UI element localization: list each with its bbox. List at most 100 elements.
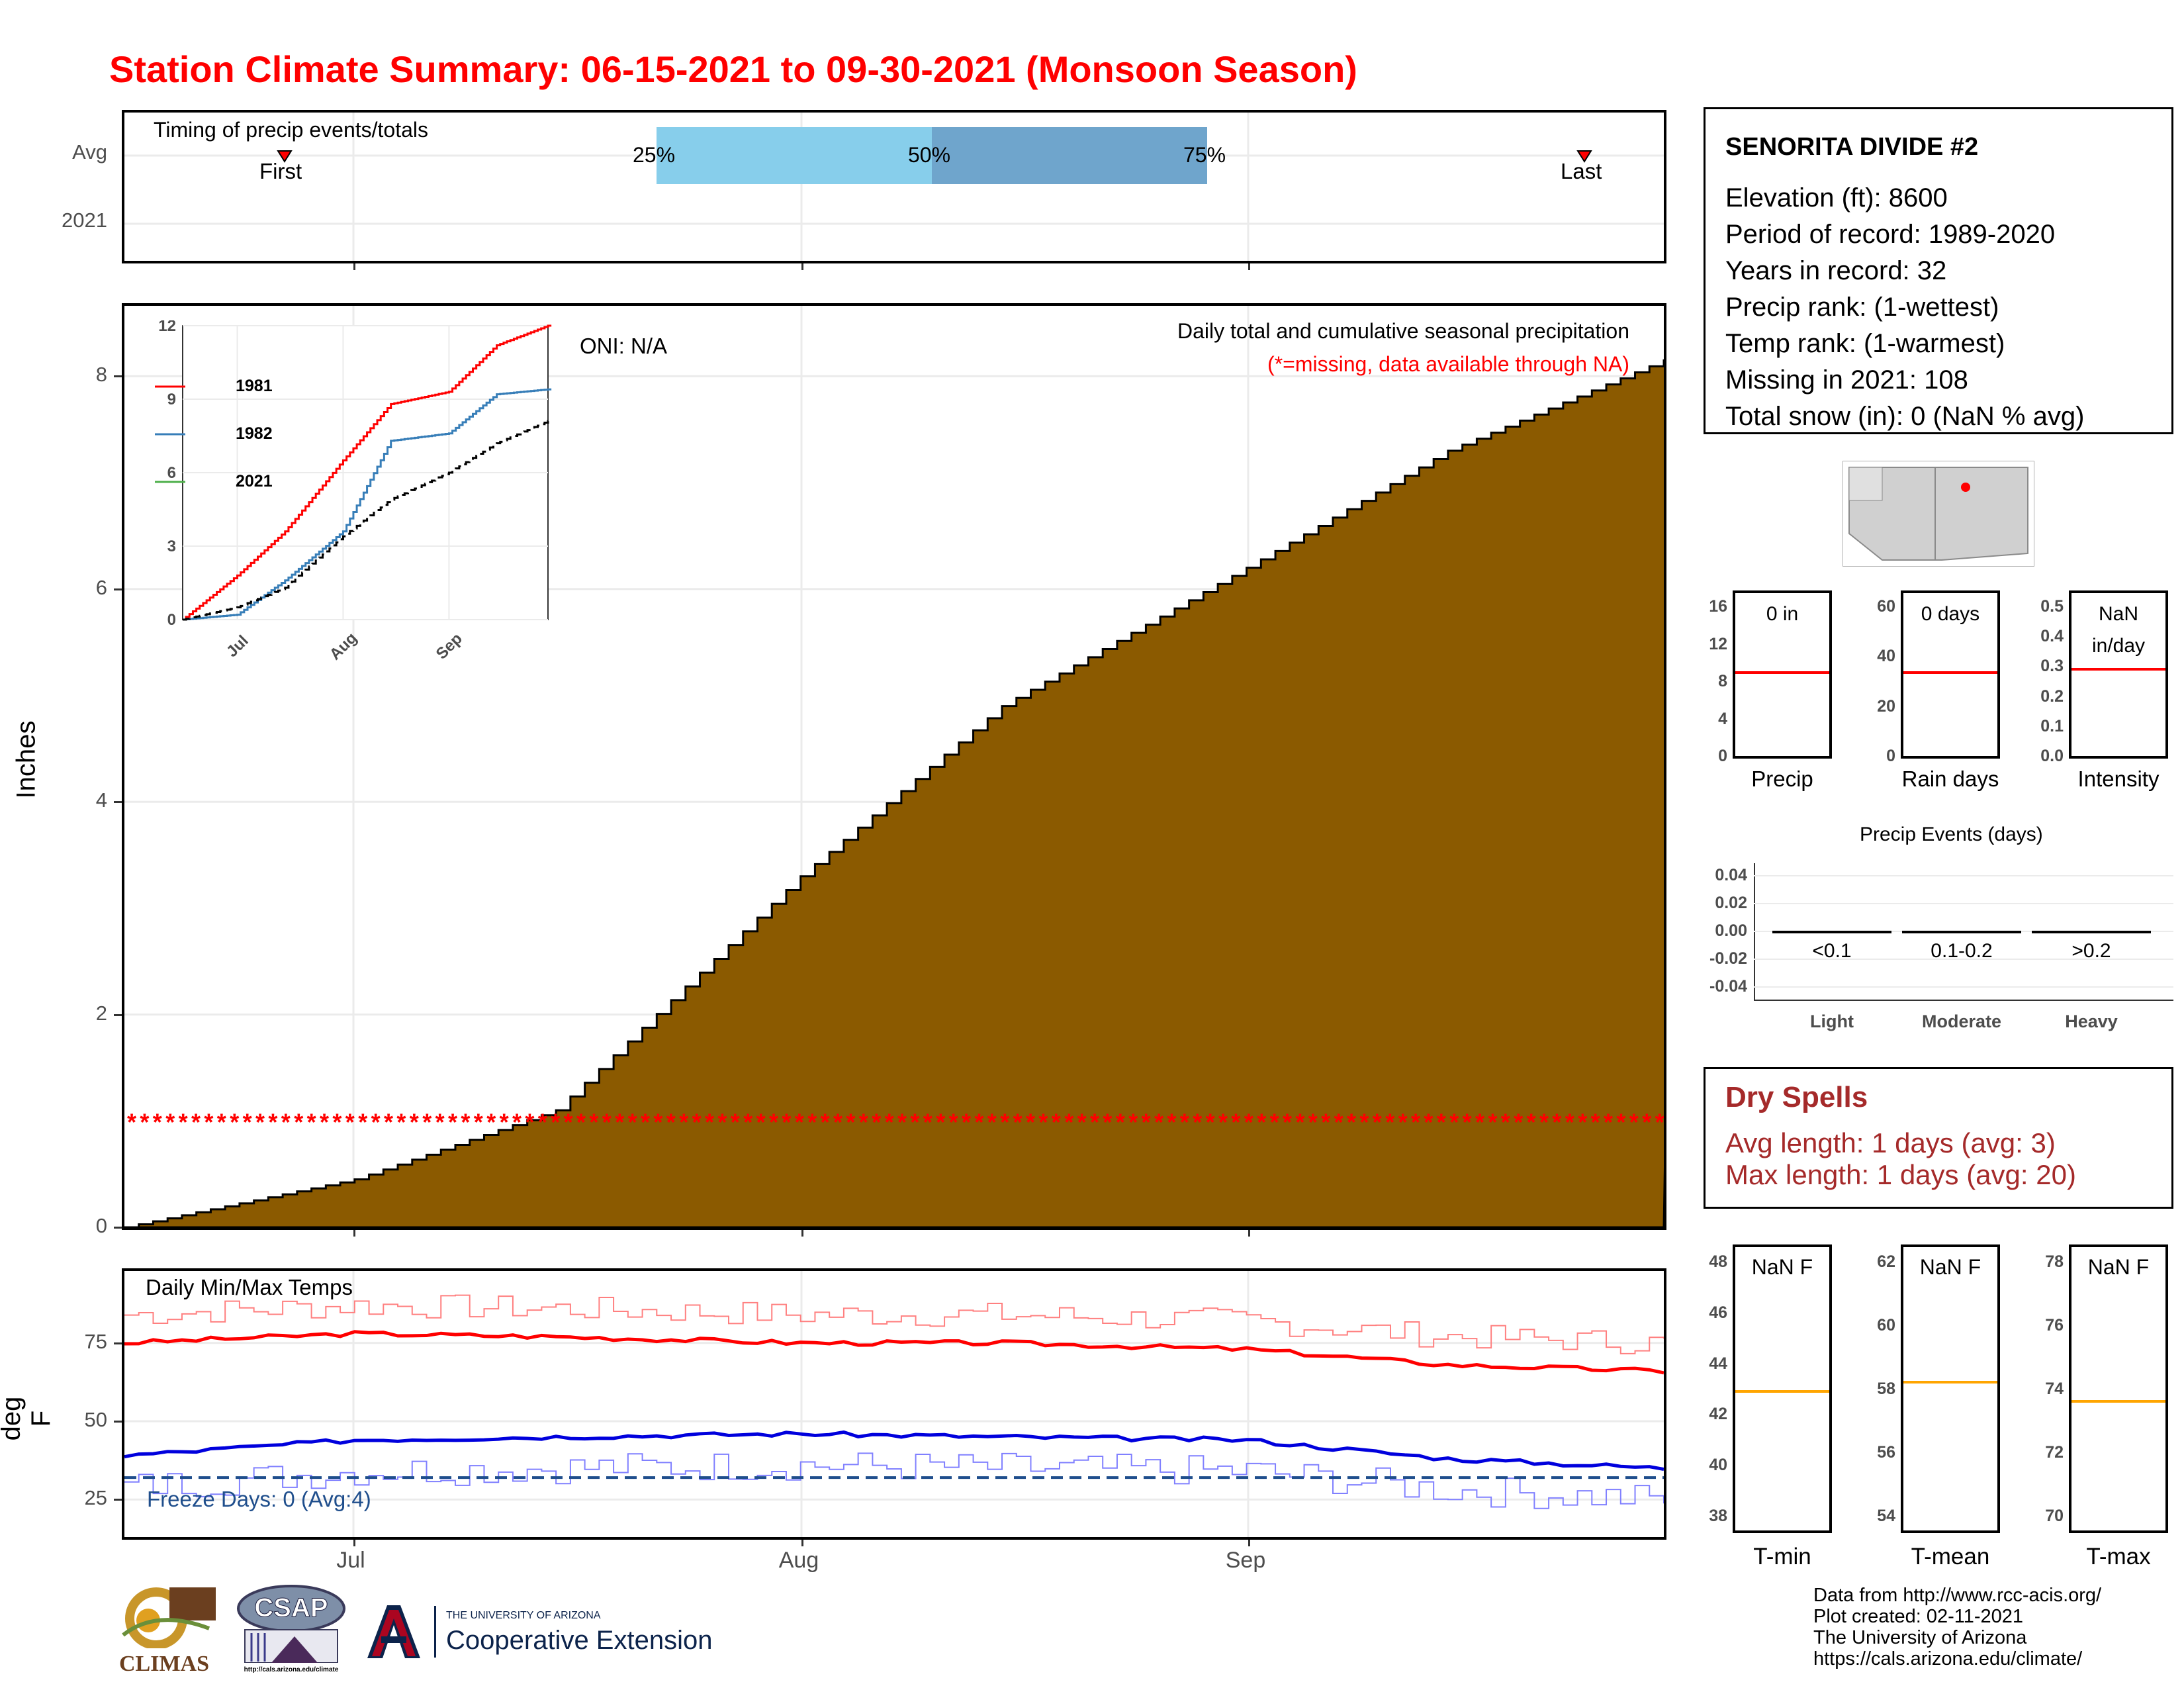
missing-marker: * [1514, 1108, 1523, 1135]
station-temp-rank: Temp rank: (1-warmest) [1725, 329, 2005, 358]
q50-label: 50% [908, 143, 951, 167]
precip-stat-tick-label: 20 [1877, 696, 1895, 716]
missing-marker: * [1167, 1108, 1176, 1135]
temp-stat-avg-line [1735, 1389, 1829, 1393]
missing-marker: * [1411, 1108, 1420, 1135]
events-category-label: Light [1810, 1011, 1854, 1031]
missing-marker: * [396, 1108, 406, 1135]
missing-marker: * [846, 1108, 855, 1135]
missing-marker: * [358, 1108, 367, 1135]
temp-stat-tick-label: 70 [2045, 1507, 2064, 1525]
temp-stat-tick-label: 46 [1709, 1303, 1727, 1322]
ua-ext-text: Cooperative Extension [446, 1626, 713, 1655]
missing-marker: * [1449, 1108, 1459, 1135]
station-location-dot [1961, 483, 1970, 492]
avg-max-temp-line [124, 1330, 1664, 1375]
events-hgrid [1754, 959, 2173, 960]
temp-stat-tick-label: 44 [1709, 1354, 1727, 1373]
events-title: Precip Events (days) [1860, 823, 2043, 845]
station-precip-rank: Precip rank: (1-wettest) [1725, 293, 1999, 322]
precip-stat-avg-line [1903, 671, 1997, 674]
events-hgrid [1754, 986, 2173, 988]
missing-marker: * [1038, 1108, 1048, 1135]
timing-ylabel-2021: 2021 [62, 209, 107, 232]
precip-stat-value: 0 in [1766, 603, 1799, 625]
missing-marker: * [1501, 1108, 1510, 1135]
missing-marker: * [1128, 1108, 1138, 1135]
precip-stat-avg-line [1735, 671, 1829, 674]
temp-stat-label: T-min [1753, 1544, 1811, 1570]
missing-marker: * [384, 1108, 393, 1135]
station-info-box: SENORITA DIVIDE #2 Elevation (ft): 8600 … [1704, 107, 2173, 434]
missing-marker: * [422, 1108, 432, 1135]
missing-marker: * [474, 1108, 483, 1135]
temp-stat-tick-label: 58 [1877, 1380, 1895, 1398]
missing-marker: * [1116, 1108, 1125, 1135]
missing-marker: * [936, 1108, 945, 1135]
timing-plot [124, 113, 1664, 261]
credit-plot-created: Plot created: 02-11-2021 [1813, 1606, 2024, 1627]
inset-line-1982 [183, 388, 552, 621]
temp-stat-tick-label: 54 [1877, 1507, 1895, 1525]
missing-marker: * [1385, 1108, 1394, 1135]
missing-marker: * [743, 1108, 752, 1135]
missing-marker: * [1463, 1108, 1472, 1135]
missing-marker: * [897, 1108, 907, 1135]
events-category-label: Heavy [2065, 1011, 2118, 1031]
precip-ylabel: Inches [11, 720, 41, 799]
temp-y-tick [114, 1342, 122, 1344]
missing-marker: * [1257, 1108, 1266, 1135]
events-zero-bar-heavy [2032, 931, 2151, 933]
missing-marker: * [1629, 1108, 1639, 1135]
missing-marker: * [628, 1108, 637, 1135]
missing-marker: * [512, 1108, 522, 1135]
missing-marker: * [281, 1108, 291, 1135]
temp-stat-value: NaN F [1919, 1255, 1981, 1279]
missing-marker: * [307, 1108, 316, 1135]
temp-stat-label: T-mean [1911, 1544, 1990, 1570]
record-min-temp-line [124, 1452, 1664, 1509]
ua-small-text: THE UNIVERSITY OF ARIZONA [446, 1610, 601, 1621]
missing-marker: * [486, 1108, 496, 1135]
station-period: Period of record: 1989-2020 [1725, 220, 2056, 249]
missing-marker: * [1565, 1108, 1574, 1135]
events-hgrid [1754, 903, 2173, 904]
missing-marker: * [782, 1108, 791, 1135]
avg-min-temp-line [124, 1430, 1664, 1471]
missing-marker: * [1539, 1108, 1549, 1135]
missing-marker: * [1103, 1108, 1112, 1135]
missing-marker: * [217, 1108, 226, 1135]
missing-marker: * [1013, 1108, 1023, 1135]
missing-marker: * [165, 1108, 175, 1135]
precip-stat-tick-label: 0.2 [2040, 686, 2064, 706]
missing-marker: * [1347, 1108, 1356, 1135]
ua-divider [434, 1606, 436, 1658]
temp-stat-value: NaN F [2087, 1255, 2150, 1279]
x-tick-sep: Sep [1225, 1548, 1266, 1573]
missing-marker: * [525, 1108, 534, 1135]
precip-y-tick-label: 6 [95, 575, 107, 599]
precip-stat-precip: 0 in [1733, 590, 1832, 759]
missing-marker: * [731, 1108, 740, 1135]
precip-stat-tick-label: 16 [1709, 597, 1727, 616]
inset-legend-2021: 2021 [236, 472, 273, 491]
oni-label: ONI: N/A [580, 334, 668, 358]
temp-y-tick [114, 1499, 122, 1501]
temp-stat-tick-label: 62 [1877, 1252, 1895, 1271]
missing-marker: * [962, 1108, 971, 1135]
ua-logo: THE UNIVERSITY OF ARIZONA Cooperative Ex… [357, 1602, 741, 1662]
precip-y-tick [114, 375, 122, 378]
precip-y-tick-label: 4 [95, 788, 107, 812]
missing-marker: * [1142, 1108, 1151, 1135]
inset-legend-1982: 1982 [236, 424, 273, 443]
x-axis-tick [353, 263, 355, 270]
missing-marker: * [179, 1108, 188, 1135]
missing-marker: * [1052, 1108, 1061, 1135]
temp-stat-tick-label: 38 [1709, 1507, 1727, 1525]
events-y-tick-label: 0.02 [1715, 894, 1747, 912]
missing-marker: * [1077, 1108, 1087, 1135]
events-range-label: 0.1-0.2 [1931, 940, 1993, 962]
credit-university: The University of Arizona [1813, 1627, 2027, 1648]
missing-marker: * [756, 1108, 766, 1135]
temp-stat-tick-label: 72 [2045, 1443, 2064, 1462]
